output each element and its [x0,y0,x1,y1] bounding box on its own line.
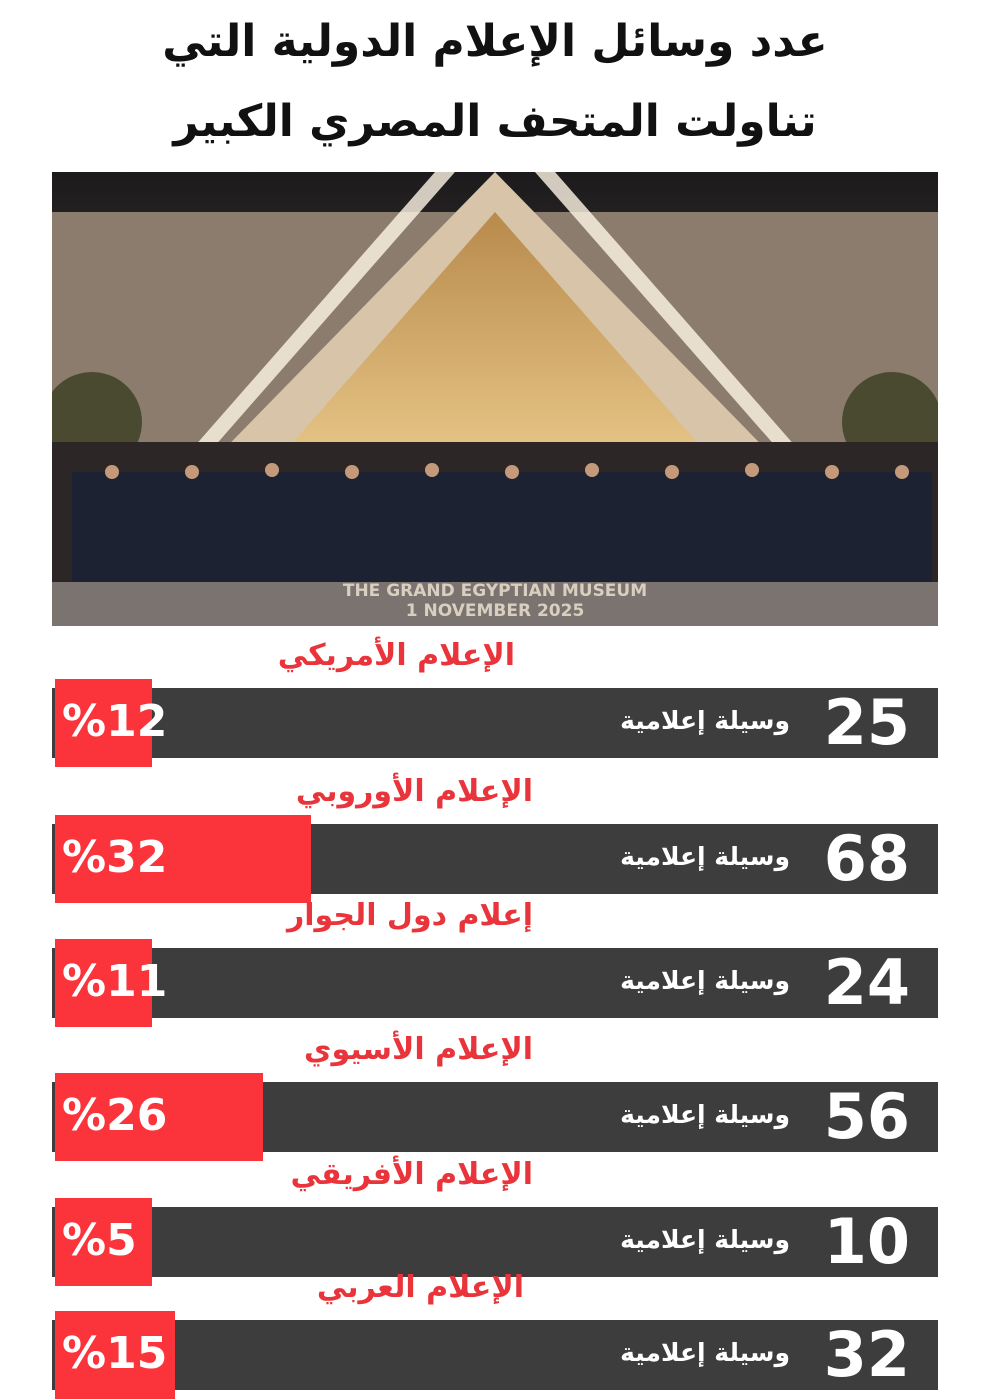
unit-label: وسيلة إعلامية [620,1338,790,1367]
percent-bar [55,939,152,1027]
percent-bar [55,1198,152,1286]
title-line-1: عدد وسائل الإعلام الدولية التي [162,16,828,67]
value-label: 25 [823,686,910,759]
unit-label: وسيلة إعلامية [620,842,790,871]
percent-bar [55,1311,175,1399]
value-label: 10 [823,1205,910,1278]
value-label: 24 [823,946,910,1019]
photo-caption-2: 1 NOVEMBER 2025 [406,601,585,621]
bar-background [52,1207,938,1277]
percent-label: %32 [62,832,168,883]
category-label: الإعلام العربي [316,1270,524,1305]
photo-caption-1: THE GRAND EGYPTIAN MUSEUM [343,581,647,601]
percent-label: %12 [62,696,168,747]
percent-label: %15 [62,1328,168,1379]
unit-label: وسيلة إعلامية [620,1225,790,1254]
category-label: الإعلام الأفريقي [290,1157,533,1192]
percent-bar [55,1073,263,1161]
percent-label: %5 [62,1215,137,1266]
value-label: 68 [823,822,910,895]
category-label: الإعلام الأسيوي [304,1032,533,1067]
unit-label: وسيلة إعلامية [620,966,790,995]
unit-label: وسيلة إعلامية [620,706,790,735]
title-line-2: تناولت المتحف المصري الكبير [173,96,817,147]
unit-label: وسيلة إعلامية [620,1100,790,1129]
value-label: 32 [823,1318,910,1391]
percent-bar [55,679,152,767]
percent-label: %26 [62,1090,168,1141]
category-label: الإعلام الأوروبي [295,774,533,809]
bar-background [52,948,938,1018]
bar-background [52,1320,938,1390]
percent-label: %11 [62,956,168,1007]
value-label: 56 [823,1080,910,1153]
bar-background [52,688,938,758]
event-photo: THE GRAND EGYPTIAN MUSEUM 1 NOVEMBER 202… [52,172,938,626]
category-label: الإعلام الأمريكي [277,638,515,673]
category-label: إعلام دول الجوار [286,898,533,933]
percent-bar [55,815,311,903]
